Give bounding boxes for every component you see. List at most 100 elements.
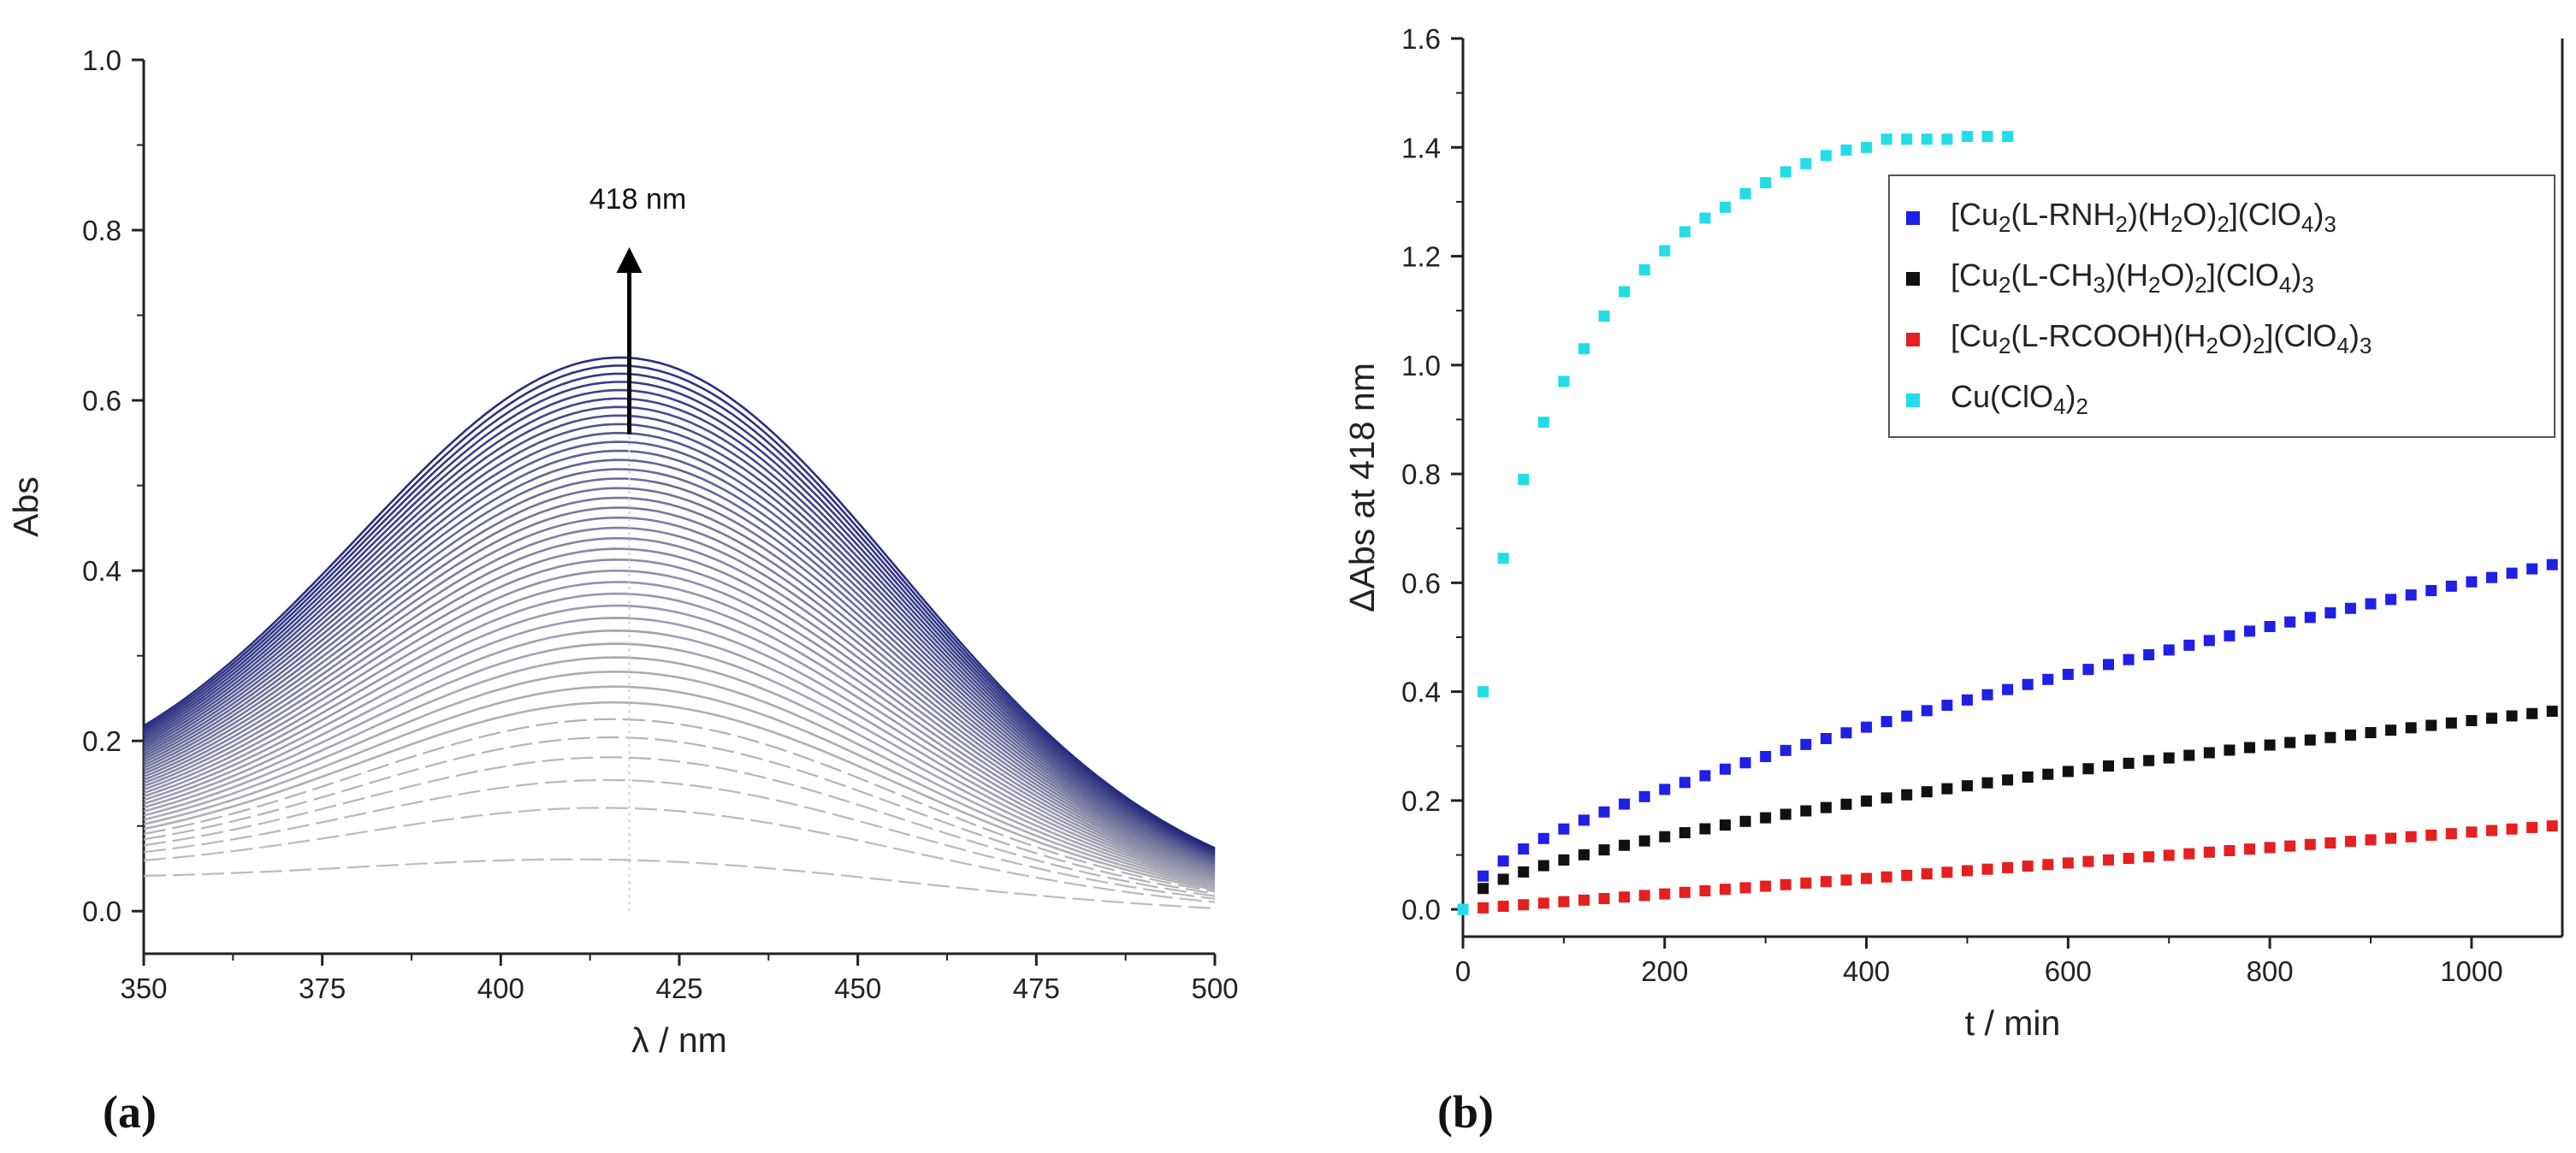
spectrum-line bbox=[143, 756, 1216, 897]
y-axis-title: ΔAbs at 418 nm bbox=[1342, 363, 1382, 612]
data-point bbox=[2344, 836, 2356, 848]
data-point bbox=[1497, 873, 1509, 885]
data-point bbox=[1739, 757, 1751, 769]
y-tick-label: 0.0 bbox=[1401, 894, 1441, 925]
data-point bbox=[2284, 736, 2296, 748]
legend-label-1: [Cu2(L-CH3)(H2O)2](ClO4)3 bbox=[1951, 257, 2314, 298]
legend-label-part: )(H bbox=[2105, 257, 2148, 293]
data-point bbox=[2466, 826, 2478, 838]
data-point bbox=[1638, 890, 1650, 902]
y-tick-label: 0.2 bbox=[82, 725, 121, 757]
legend-label-part: O) bbox=[2160, 257, 2194, 293]
data-point bbox=[2244, 742, 2256, 754]
data-point bbox=[1619, 286, 1631, 298]
y-tick-label: 0.2 bbox=[1401, 785, 1441, 817]
legend-label-0: [Cu2(L-RNH2)(H2O)2](ClO4)3 bbox=[1951, 197, 2336, 237]
data-point bbox=[1699, 823, 1711, 835]
data-point bbox=[1720, 201, 1732, 213]
legend-label-part: 3 bbox=[2093, 272, 2105, 298]
data-point bbox=[2022, 772, 2034, 783]
data-point bbox=[1537, 832, 1549, 844]
x-tick-label: 450 bbox=[834, 973, 881, 1004]
spectrum-line bbox=[143, 441, 1216, 860]
data-point bbox=[1961, 131, 1973, 143]
x-tick-label: 1000 bbox=[2440, 955, 2502, 987]
x-tick-label: 425 bbox=[655, 973, 702, 1004]
data-point bbox=[1638, 790, 1650, 802]
spectrum-line bbox=[143, 736, 1216, 895]
data-point bbox=[1598, 806, 1610, 818]
data-point bbox=[1598, 844, 1610, 856]
data-point bbox=[1578, 894, 1590, 906]
y-tick-label: 0.8 bbox=[1401, 458, 1441, 490]
data-point bbox=[2002, 774, 2014, 786]
spectrum-line bbox=[143, 569, 1216, 875]
data-point bbox=[2042, 673, 2054, 685]
data-point bbox=[1720, 884, 1732, 896]
data-point bbox=[2244, 843, 2256, 855]
legend-label-part: ](ClO bbox=[2230, 197, 2301, 232]
legend-label-part: (L-RCOOH)(H bbox=[2011, 318, 2206, 353]
y-tick-label: 0.0 bbox=[82, 896, 121, 927]
data-point bbox=[2183, 749, 2195, 761]
data-point bbox=[2062, 766, 2074, 778]
data-point bbox=[1659, 783, 1671, 795]
legend-label-part: 2 bbox=[2148, 272, 2160, 298]
data-point bbox=[2022, 678, 2034, 690]
data-point bbox=[2102, 760, 2114, 772]
spectrum-line bbox=[143, 405, 1216, 855]
y-tick-label: 1.4 bbox=[1401, 132, 1441, 163]
data-point bbox=[1880, 871, 1892, 883]
legend-label-part: 4 bbox=[2279, 272, 2291, 298]
data-point bbox=[1477, 870, 1489, 882]
data-point bbox=[1880, 792, 1892, 804]
legend-label-part: 2 bbox=[1999, 211, 2010, 237]
data-point bbox=[2425, 584, 2437, 596]
data-point bbox=[1699, 770, 1711, 782]
data-point bbox=[1880, 716, 1892, 728]
data-point-origin bbox=[1457, 903, 1469, 915]
data-point bbox=[1558, 854, 1570, 866]
data-point bbox=[2062, 668, 2074, 680]
data-point bbox=[1760, 880, 1772, 892]
data-point bbox=[2304, 838, 2316, 850]
spectrum-line bbox=[143, 449, 1216, 860]
data-point bbox=[1840, 144, 1852, 156]
data-point bbox=[1619, 798, 1631, 810]
x-tick-label: 0 bbox=[1455, 955, 1471, 987]
spectrum-line bbox=[143, 547, 1216, 872]
data-point bbox=[2304, 734, 2316, 746]
spectrum-line bbox=[143, 364, 1216, 850]
spectrum-line bbox=[143, 807, 1216, 903]
data-point bbox=[1518, 843, 1530, 855]
peak-annotation: 418 nm bbox=[589, 183, 686, 216]
data-point bbox=[1619, 891, 1631, 903]
spectrum-line bbox=[143, 423, 1216, 858]
data-point bbox=[2002, 861, 2014, 873]
data-point bbox=[1477, 902, 1489, 914]
data-point bbox=[2485, 712, 2497, 724]
legend-label-part: 3 bbox=[2324, 211, 2336, 237]
data-point bbox=[1477, 883, 1489, 895]
data-point bbox=[1598, 310, 1610, 322]
data-point bbox=[2224, 630, 2235, 642]
data-point bbox=[1720, 819, 1732, 831]
data-point bbox=[1558, 823, 1570, 835]
spectrum-line bbox=[143, 414, 1216, 856]
data-point bbox=[2163, 752, 2175, 764]
legend-box bbox=[1888, 174, 2555, 438]
data-point bbox=[1901, 133, 1913, 145]
legend-label-part: 2 bbox=[2194, 272, 2206, 298]
x-tick-label: 600 bbox=[2045, 955, 2092, 987]
data-point bbox=[1679, 226, 1691, 238]
data-point bbox=[2203, 846, 2215, 858]
data-point bbox=[1760, 812, 1772, 824]
data-point bbox=[2203, 635, 2215, 647]
data-point bbox=[2324, 837, 2336, 848]
data-point bbox=[1638, 835, 1650, 847]
series-0-markers bbox=[1477, 559, 2558, 882]
data-point bbox=[1760, 750, 1772, 762]
data-point bbox=[1840, 874, 1852, 886]
data-point bbox=[1699, 884, 1711, 896]
data-point bbox=[1820, 150, 1832, 162]
